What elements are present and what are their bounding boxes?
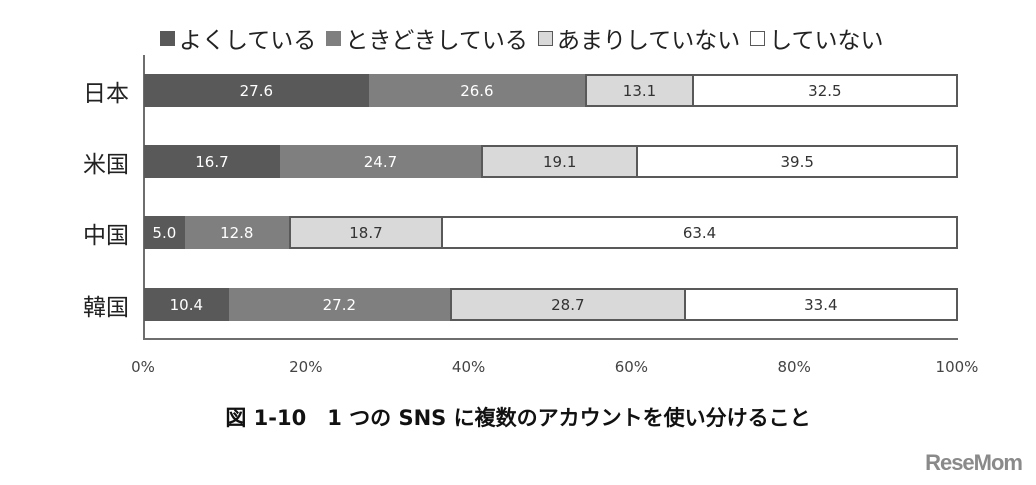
- x-tick-label: 80%: [777, 358, 811, 376]
- legend-swatch-light: [537, 30, 553, 46]
- bar-segment-rarely: 28.7: [450, 288, 684, 321]
- category-label-usa: 米国: [83, 152, 129, 178]
- plot-area: 日本 27.6 26.6 13.1 32.5 米国 16.7 24.7 19.1…: [83, 55, 978, 376]
- x-tick-label: 20%: [289, 358, 323, 376]
- bar-segment-never: 39.5: [636, 145, 958, 178]
- x-axis-line: [143, 338, 958, 340]
- x-tick-label: 100%: [935, 358, 979, 376]
- bar-segment-often: 27.6: [144, 74, 369, 107]
- bar-segment-sometimes: 12.8: [184, 216, 289, 249]
- bar-china: 5.0 12.8 18.7 63.4: [144, 216, 958, 249]
- x-tick-label: 0%: [131, 358, 155, 376]
- bar-segment-often: 10.4: [144, 288, 229, 321]
- category-label-japan: 日本: [83, 81, 129, 107]
- bar-segment-often: 16.7: [144, 145, 280, 178]
- bar-segment-sometimes: 24.7: [279, 145, 481, 178]
- legend-swatch-white: [750, 30, 766, 46]
- legend-label: していない: [769, 28, 884, 54]
- bar-segment-never: 33.4: [683, 288, 958, 321]
- legend-swatch-dark: [160, 30, 175, 46]
- bar-segment-never: 63.4: [441, 216, 958, 249]
- legend-swatch-mid: [326, 30, 342, 46]
- bar-segment-rarely: 19.1: [480, 145, 637, 178]
- bar-korea: 10.4 27.2 28.7 33.4: [144, 288, 958, 321]
- legend-item-sometimes: ときどきしている: [326, 21, 528, 55]
- bar-segment-rarely: 18.7: [288, 216, 442, 249]
- chart-legend: よくしている ときどきしている あまりしていない していない: [160, 22, 894, 54]
- legend-label: よくしている: [179, 28, 317, 54]
- bar-usa: 16.7 24.7 19.1 39.5: [144, 145, 958, 178]
- legend-item-never: していない: [750, 21, 884, 55]
- figure-caption: 図 1-10 1 つの SNS に複数のアカウントを使い分けること: [225, 406, 811, 430]
- watermark-logo: ReseMom: [925, 450, 1023, 475]
- bar-segment-sometimes: 26.6: [368, 74, 586, 107]
- bar-segment-sometimes: 27.2: [228, 288, 451, 321]
- bar-segment-never: 32.5: [691, 74, 958, 107]
- bar-japan: 27.6 26.6 13.1 32.5: [144, 74, 958, 107]
- y-axis-line: [143, 55, 145, 340]
- legend-label: あまりしていない: [556, 28, 741, 54]
- bar-segment-often: 5.0: [144, 216, 185, 249]
- category-label-china: 中国: [83, 223, 129, 249]
- legend-item-rarely: あまりしていない: [537, 21, 741, 55]
- x-tick-label: 60%: [614, 358, 649, 376]
- x-tick-label: 40%: [451, 358, 486, 376]
- legend-item-often: よくしている: [160, 21, 316, 55]
- legend-label: ときどきしている: [345, 28, 528, 54]
- bar-segment-rarely: 13.1: [585, 74, 692, 107]
- category-label-korea: 韓国: [83, 295, 129, 321]
